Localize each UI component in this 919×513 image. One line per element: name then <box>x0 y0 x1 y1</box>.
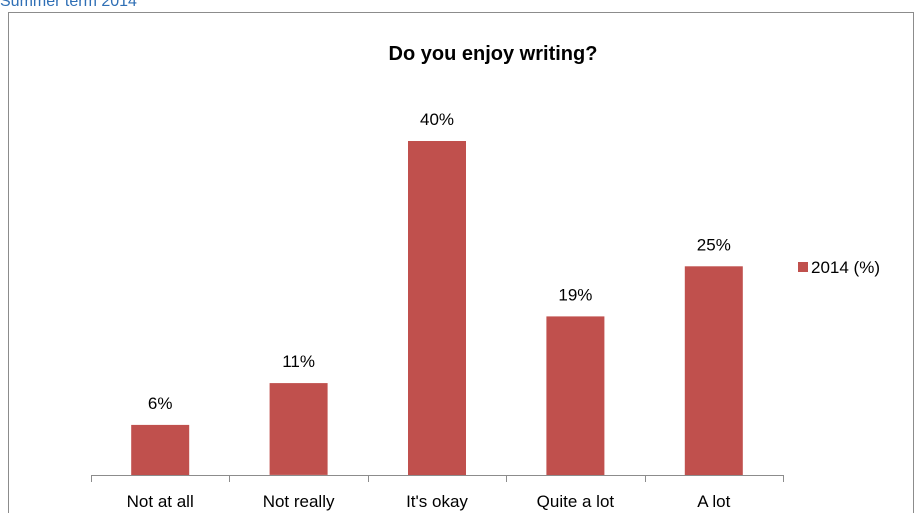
category-label: It's okay <box>406 492 468 511</box>
legend: 2014 (%) <box>798 258 880 277</box>
bar-not-really <box>269 383 328 475</box>
chart-area: Do you enjoy writing? 6% 11% 40% 19% 25% Not… <box>8 12 914 513</box>
x-axis: Not at all Not really It's okay Quite a lot… <box>91 475 784 511</box>
bars-group <box>131 141 743 476</box>
bar-it-s-okay <box>408 141 466 475</box>
data-label: 6% <box>148 394 173 413</box>
data-label: 11% <box>282 352 315 371</box>
data-label: 40% <box>420 110 454 129</box>
value-labels-group: 6% 11% 40% 19% 25% <box>148 110 731 413</box>
bar-chart: Do you enjoy writing? 6% 11% 40% 19% 25% Not… <box>91 43 880 511</box>
chart-title: Do you enjoy writing? <box>389 43 598 65</box>
bar-not-at-all <box>131 424 190 475</box>
category-label: A lot <box>697 492 730 511</box>
data-label: 19% <box>558 285 592 304</box>
legend-swatch <box>798 262 808 272</box>
bar-a-lot <box>684 266 743 476</box>
category-label: Quite a lot <box>537 492 615 511</box>
chart-caption: Summer term 2014 <box>0 0 137 10</box>
legend-label: 2014 (%) <box>811 258 880 277</box>
category-label: Not really <box>263 492 335 511</box>
bar-quite-a-lot <box>546 316 605 476</box>
data-label: 25% <box>697 235 731 254</box>
category-label: Not at all <box>127 492 194 511</box>
